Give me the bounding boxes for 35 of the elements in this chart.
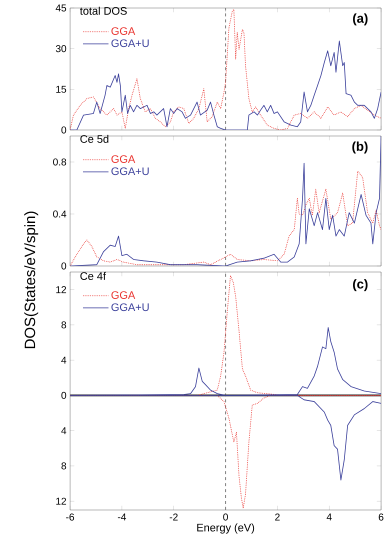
x-tick-label: 4 xyxy=(326,514,332,520)
annotation: (a) xyxy=(352,13,368,26)
chart-title: total DOS xyxy=(80,6,127,15)
x-tick-label: 0 xyxy=(223,514,228,521)
x-tick-label: -6 xyxy=(66,514,74,521)
y-tick-label: 0.8 xyxy=(53,158,66,166)
y-axis-title: DOS(States/eV/spin) xyxy=(24,212,38,348)
chart-title: Ce 4f xyxy=(80,272,106,280)
legend-label: GGA+U xyxy=(111,167,149,176)
x-tick-label: -4 xyxy=(118,514,126,520)
x-tick-label: 2 xyxy=(275,514,280,520)
y-tick-label: 8 xyxy=(61,462,66,470)
legend-label: GGA+U xyxy=(111,39,149,48)
legend-label: GGA+U xyxy=(111,303,149,312)
legend-label: GGA xyxy=(111,155,136,163)
chart-title: Ce 5d xyxy=(80,134,108,143)
y-tick-label: 0 xyxy=(61,392,66,399)
annotation: (c) xyxy=(352,279,368,292)
legend-label: GGA xyxy=(111,291,136,299)
y-tick-label: 15 xyxy=(56,86,66,93)
y-tick-label: 45 xyxy=(56,4,66,12)
y-tick-label: 4 xyxy=(61,427,66,434)
y-tick-label: 0 xyxy=(61,262,66,270)
y-tick-label: 12 xyxy=(56,498,66,505)
x-tick-label: -2 xyxy=(170,514,178,520)
x-tick-label: 6 xyxy=(378,514,384,521)
y-tick-label: 8 xyxy=(61,321,66,328)
x-axis-title: Energy (eV) xyxy=(197,523,254,534)
y-tick-label: 0.4 xyxy=(53,210,66,218)
annotation: (b) xyxy=(352,141,368,154)
y-tick-label: 4 xyxy=(61,356,66,364)
y-tick-label: 30 xyxy=(56,45,66,52)
legend-label: GGA xyxy=(111,27,136,35)
y-tick-label: 0 xyxy=(61,126,66,134)
y-tick-label: 12 xyxy=(56,286,66,294)
